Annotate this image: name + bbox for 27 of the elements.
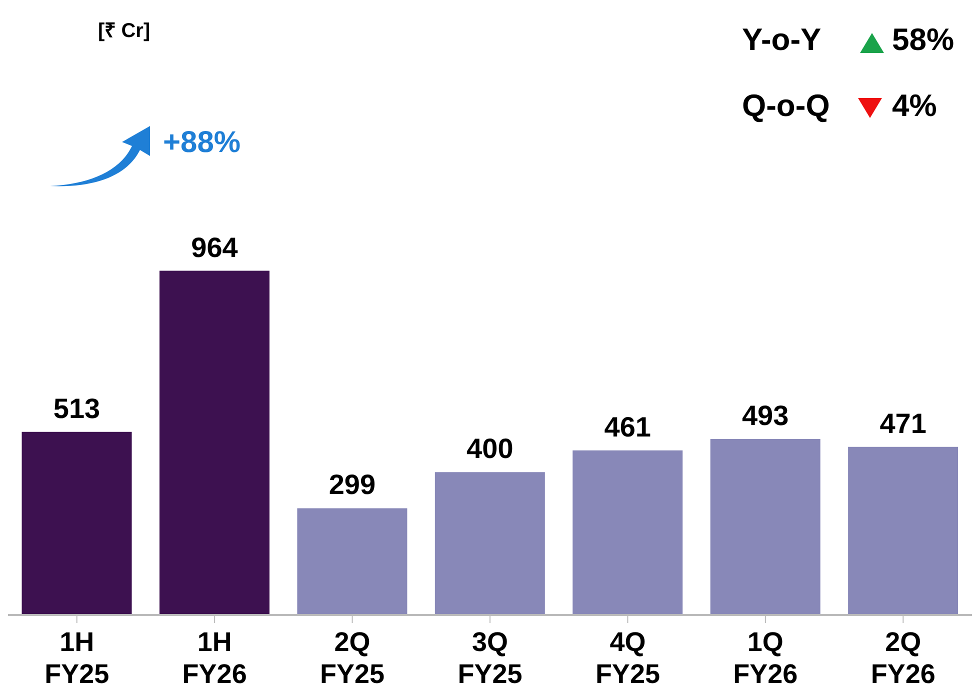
annotation: 4% [892,88,937,124]
bar [159,270,270,615]
bar [572,450,683,615]
bar [848,446,958,615]
annotation: Y-o-Y [742,22,822,58]
bar [22,432,132,615]
bar [434,472,545,615]
data-label: 513 [53,392,100,424]
data-label: 471 [880,408,926,439]
x-tick-label: 3Q FY25 [458,627,522,689]
annotation: 58% [892,22,954,58]
data-label: 493 [742,400,789,431]
bar [710,438,820,615]
x-tick-label: 2Q FY26 [870,627,936,689]
x-tick-label: 1Q FY26 [733,627,798,689]
bar [297,508,408,615]
x-tick-label: 1H FY26 [182,627,247,689]
annotation: +88% [163,126,241,160]
annotation: Q-o-Q [742,88,830,124]
data-label: 400 [466,433,514,464]
x-tick-label: 2Q FY25 [320,627,385,689]
data-label: 461 [604,411,651,442]
x-tick-label: 1H FY25 [44,627,110,689]
annotation: [₹ Cr] [98,19,150,43]
x-tick-label: 4Q FY25 [595,627,660,689]
data-label: 299 [328,469,376,500]
data-label: 964 [191,232,238,263]
